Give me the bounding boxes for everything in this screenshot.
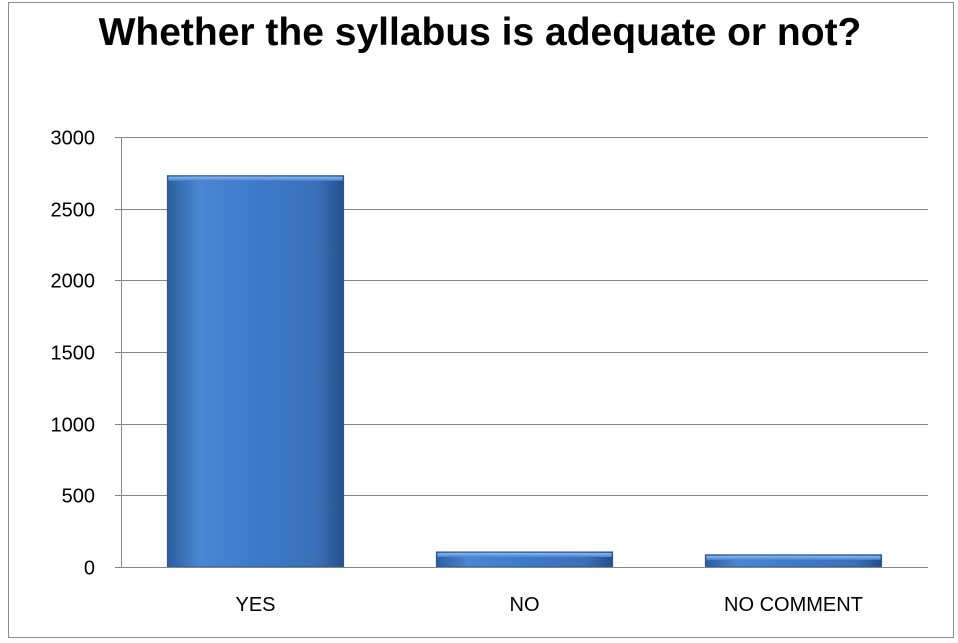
chart-frame (8, 2, 954, 638)
y-tick-label: 500 (62, 486, 95, 508)
bars (166, 175, 883, 568)
y-tick-label: 3000 (51, 128, 96, 150)
y-tick-label: 1000 (51, 415, 96, 437)
bar-yes (166, 175, 345, 568)
bar-highlight (168, 176, 343, 181)
x-tick-label: NO COMMENT (724, 594, 863, 616)
x-tick-label: NO (510, 594, 540, 616)
x-tick-label: YES (235, 594, 275, 616)
axes (115, 137, 928, 568)
y-tick-label: 1500 (51, 343, 96, 365)
y-axis-tick-labels: 0 500 1000 1500 2000 2500 3000 (51, 128, 96, 580)
chart-title: Whether the syllabus is adequate or not? (98, 11, 862, 54)
x-axis-tick-labels: YES NO NO COMMENT (235, 594, 862, 616)
y-tick-label: 0 (84, 558, 95, 580)
y-tick-label: 2000 (51, 271, 96, 293)
bar-highlight (706, 555, 881, 560)
bar-highlight (437, 552, 612, 557)
y-tick-label: 2500 (51, 200, 96, 222)
